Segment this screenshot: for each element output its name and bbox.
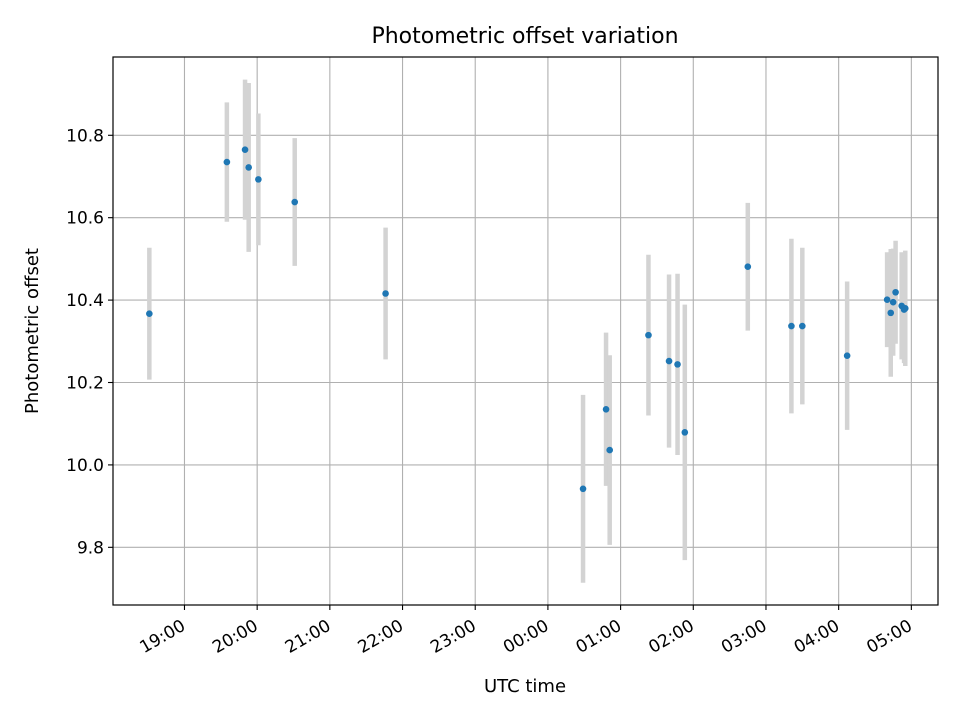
plot-area-frame (112, 56, 939, 606)
data-point (255, 176, 262, 183)
data-point (645, 331, 652, 339)
chart-title: Photometric offset variation (371, 24, 678, 49)
data-point (579, 485, 587, 493)
y-tick-label: 10.2 (66, 374, 104, 394)
data-point (241, 146, 249, 154)
data-point (602, 405, 610, 413)
x-axis-label: UTC time (484, 676, 566, 697)
y-tick-label: 9.8 (77, 538, 104, 558)
y-tick-label: 10.4 (66, 291, 104, 311)
data-point (665, 357, 673, 365)
data-point (883, 296, 891, 303)
data-point (606, 446, 613, 454)
data-points (146, 146, 909, 493)
data-point (843, 352, 851, 360)
y-tick-label: 10.0 (66, 456, 104, 476)
y-tick-label: 10.8 (66, 126, 104, 146)
data-point (887, 309, 895, 317)
data-point (681, 429, 689, 436)
data-point (889, 298, 897, 306)
data-point (892, 288, 899, 296)
data-point (245, 164, 252, 171)
data-point (744, 263, 752, 271)
data-point (146, 310, 153, 317)
data-point (799, 322, 806, 330)
data-point (291, 198, 299, 206)
y-axis-ticks: 9.8 10.0 10.2 10.4 10.6 10.8 (66, 126, 113, 558)
y-tick-label: 10.6 (66, 209, 104, 229)
data-point (901, 305, 909, 312)
data-point (382, 290, 389, 297)
data-point (788, 322, 795, 330)
y-axis-label: Photometric offset (22, 248, 43, 414)
data-point (674, 361, 681, 368)
data-point (223, 158, 231, 166)
